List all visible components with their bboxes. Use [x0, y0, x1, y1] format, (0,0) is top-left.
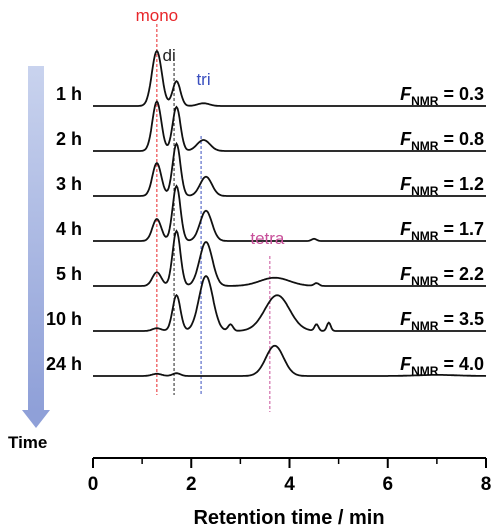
fnmr-label-5h: FNMR = 2.2 — [400, 264, 484, 288]
peak-label-tetra: tetra — [250, 229, 285, 248]
fnmr-labels: FNMR = 0.3 FNMR = 0.8 FNMR = 1.2 FNMR = 1.7… — [400, 84, 484, 378]
time-labels: 1 h 2 h 3 h 4 h 5 h 10 h 24 h — [46, 84, 82, 374]
peak-label-mono: mono — [136, 6, 179, 25]
x-tick-label-4: 4 — [284, 474, 295, 495]
trace-5h — [93, 229, 486, 287]
x-tick-label-2: 2 — [186, 474, 197, 495]
trace-4h — [93, 184, 486, 242]
x-tick-label-8: 8 — [481, 474, 492, 495]
trace-10h — [93, 274, 486, 332]
fnmr-label-3h: FNMR = 1.2 — [400, 174, 484, 198]
fnmr-label-1h: FNMR = 0.3 — [400, 84, 484, 108]
time-label-3h: 3 h — [56, 174, 82, 194]
chromatogram-traces — [93, 49, 487, 377]
time-label-4h: 4 h — [56, 219, 82, 239]
trace-3h — [93, 141, 486, 197]
time-label-1h: 1 h — [56, 84, 82, 104]
trace-1h — [93, 49, 486, 107]
time-axis-label: Time — [8, 433, 47, 452]
trace-2h — [93, 100, 486, 152]
fnmr-label-2h: FNMR = 0.8 — [400, 129, 484, 153]
time-label-2h: 2 h — [56, 129, 82, 149]
time-label-10h: 10 h — [46, 309, 82, 329]
peak-label-tri: tri — [196, 70, 210, 89]
x-axis-title: Retention time / min — [193, 507, 384, 529]
trace-24h — [93, 344, 487, 377]
time-label-5h: 5 h — [56, 264, 82, 284]
peak-label-di: di — [163, 46, 176, 65]
fnmr-label-4h: FNMR = 1.7 — [400, 219, 484, 243]
x-axis: 0 2 4 6 8 — [88, 457, 492, 495]
peak-guide-lines — [156, 24, 271, 412]
peak-labels: mono di tri tetra — [136, 6, 285, 248]
x-tick-label-6: 6 — [382, 474, 393, 495]
x-tick-label-0: 0 — [88, 474, 99, 495]
time-label-24h: 24 h — [46, 354, 82, 374]
fnmr-label-10h: FNMR = 3.5 — [400, 309, 484, 333]
fnmr-label-24h: FNMR = 4.0 — [400, 354, 484, 378]
time-arrow — [22, 66, 50, 428]
